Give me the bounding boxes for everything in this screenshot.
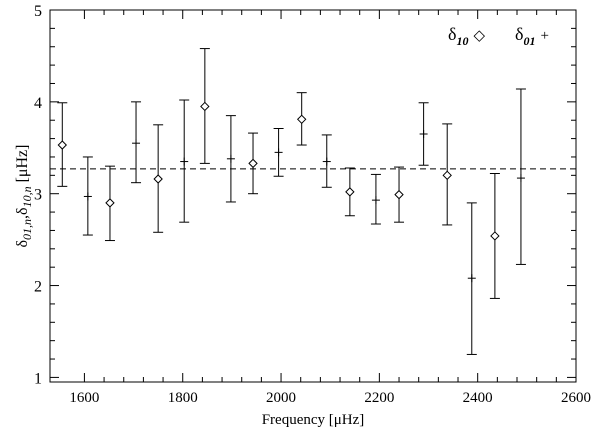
legend-entry-delta01: δ01 + <box>515 24 549 48</box>
delta10-point <box>248 132 259 195</box>
delta10-point <box>344 167 355 217</box>
plot-area-frame <box>49 9 577 383</box>
x-tick-label: 1800 <box>168 390 198 406</box>
delta01-point <box>225 115 236 203</box>
legend-delta01-symbol: + <box>540 28 548 44</box>
y-tick-label: 2 <box>34 279 42 296</box>
legend-delta01-base: δ <box>515 24 523 44</box>
y-label-delta1: δ <box>14 240 31 248</box>
x-tick-label: 2600 <box>561 390 591 406</box>
y-tick-label: 4 <box>34 95 42 112</box>
diamond-marker <box>296 114 307 125</box>
y-axis-label: δ01,n,δ10,n [μHz] <box>14 145 34 248</box>
x-axis-label: Frequency [μHz] <box>262 412 365 428</box>
diamond-marker <box>105 198 115 208</box>
legend: δ10 ◇ δ01 + <box>448 24 549 48</box>
y-tick-label: 5 <box>34 3 42 20</box>
y-tick-label: 3 <box>34 187 42 204</box>
delta01-point <box>418 102 429 166</box>
diamond-marker <box>153 174 163 184</box>
delta10-point <box>104 165 115 242</box>
delta10-point <box>199 48 210 164</box>
delta01-point <box>321 134 332 188</box>
delta10-point <box>394 166 405 223</box>
x-tick-label: 2000 <box>266 390 296 406</box>
y-tick-label: 1 <box>34 370 42 387</box>
legend-delta10-symbol: ◇ <box>473 28 485 44</box>
legend-delta10-sub: 10 <box>456 34 468 48</box>
y-label-sub2: 10,n <box>20 186 34 207</box>
delta01-point <box>273 127 284 177</box>
y-label-delta2: δ <box>14 207 31 215</box>
x-tick-label: 2400 <box>463 390 493 406</box>
legend-entry-delta10: δ10 ◇ <box>448 24 485 48</box>
delta10-point <box>296 92 307 146</box>
diamond-marker <box>442 170 452 181</box>
delta10-point <box>489 172 500 299</box>
y-label-unit: [μHz] <box>14 145 31 187</box>
x-tick-label: 1600 <box>69 390 99 406</box>
delta10-point <box>153 124 164 233</box>
delta01-point <box>179 99 190 223</box>
diamond-marker <box>490 231 500 241</box>
diamond-marker <box>248 158 258 169</box>
delta01-point <box>515 88 526 265</box>
y-label-sub1: 01,n <box>20 219 34 240</box>
delta10-point <box>57 102 68 187</box>
diamond-marker <box>200 101 210 112</box>
delta01-point <box>82 156 93 236</box>
delta10-point <box>442 123 453 226</box>
legend-delta10-base: δ <box>448 24 456 44</box>
diamond-marker <box>57 140 67 150</box>
delta01-point <box>466 202 477 355</box>
axis-ticks: 1600 1800 2000 2200 2400 2600 1 2 3 4 5 <box>34 3 591 406</box>
legend-delta01-sub: 01 <box>523 34 535 48</box>
y-label-sep: , <box>14 215 31 219</box>
diamond-marker <box>394 189 404 200</box>
data-marks <box>57 48 526 355</box>
diamond-marker <box>345 187 355 197</box>
x-tick-label: 2200 <box>364 390 394 406</box>
delta01-point <box>370 173 381 225</box>
delta01-point <box>131 101 142 184</box>
